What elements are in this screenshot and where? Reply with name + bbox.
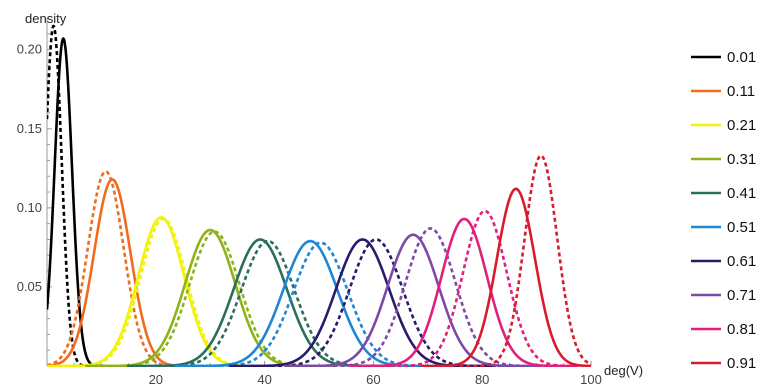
x-tick-label: 60	[366, 372, 380, 387]
series-0.91-dashed-line	[459, 154, 592, 367]
y-tick-label: 0.05	[17, 279, 42, 294]
x-tick-label: 100	[580, 372, 602, 387]
series-0.91-solid-line	[420, 187, 592, 367]
series-0.71-solid-line	[285, 233, 541, 367]
x-axis-label: deg(V)	[604, 363, 643, 378]
legend-label-0.51: 0.51	[727, 219, 756, 236]
legend-label-0.11: 0.11	[727, 83, 755, 100]
y-tick-label: 0.15	[17, 121, 42, 136]
legend: 0.01 0.11 0.21 0.31 0.41 0.51 0.61 0.71 0.81 0.91	[691, 49, 756, 372]
legend-label-0.91: 0.91	[727, 355, 756, 372]
series-0.81-dashed-line	[376, 209, 591, 367]
legend-label-0.01: 0.01	[727, 49, 756, 66]
series-0.01-solid-line	[47, 37, 107, 367]
x-tick-label: 80	[475, 372, 489, 387]
series-0.31-dashed-line	[89, 230, 340, 367]
legend-label-0.21: 0.21	[727, 117, 756, 134]
series-0.71-dashed-line	[305, 227, 556, 367]
x-tick-label: 20	[149, 372, 163, 387]
legend-label-0.81: 0.81	[727, 321, 756, 338]
legend-label-0.31: 0.31	[727, 151, 756, 168]
series-0.81-solid-line	[350, 217, 579, 367]
series-0.11-dashed-line	[47, 170, 196, 367]
y-axis-label: density	[25, 11, 67, 26]
legend-label-0.41: 0.41	[727, 185, 756, 202]
y-tick-label: 0.10	[17, 200, 42, 215]
curves-layer	[47, 24, 592, 367]
legend-label-0.61: 0.61	[727, 253, 756, 270]
y-tick-label: 0.20	[17, 42, 42, 57]
x-tick-label: 40	[257, 372, 271, 387]
legend-label-0.71: 0.71	[727, 287, 756, 304]
